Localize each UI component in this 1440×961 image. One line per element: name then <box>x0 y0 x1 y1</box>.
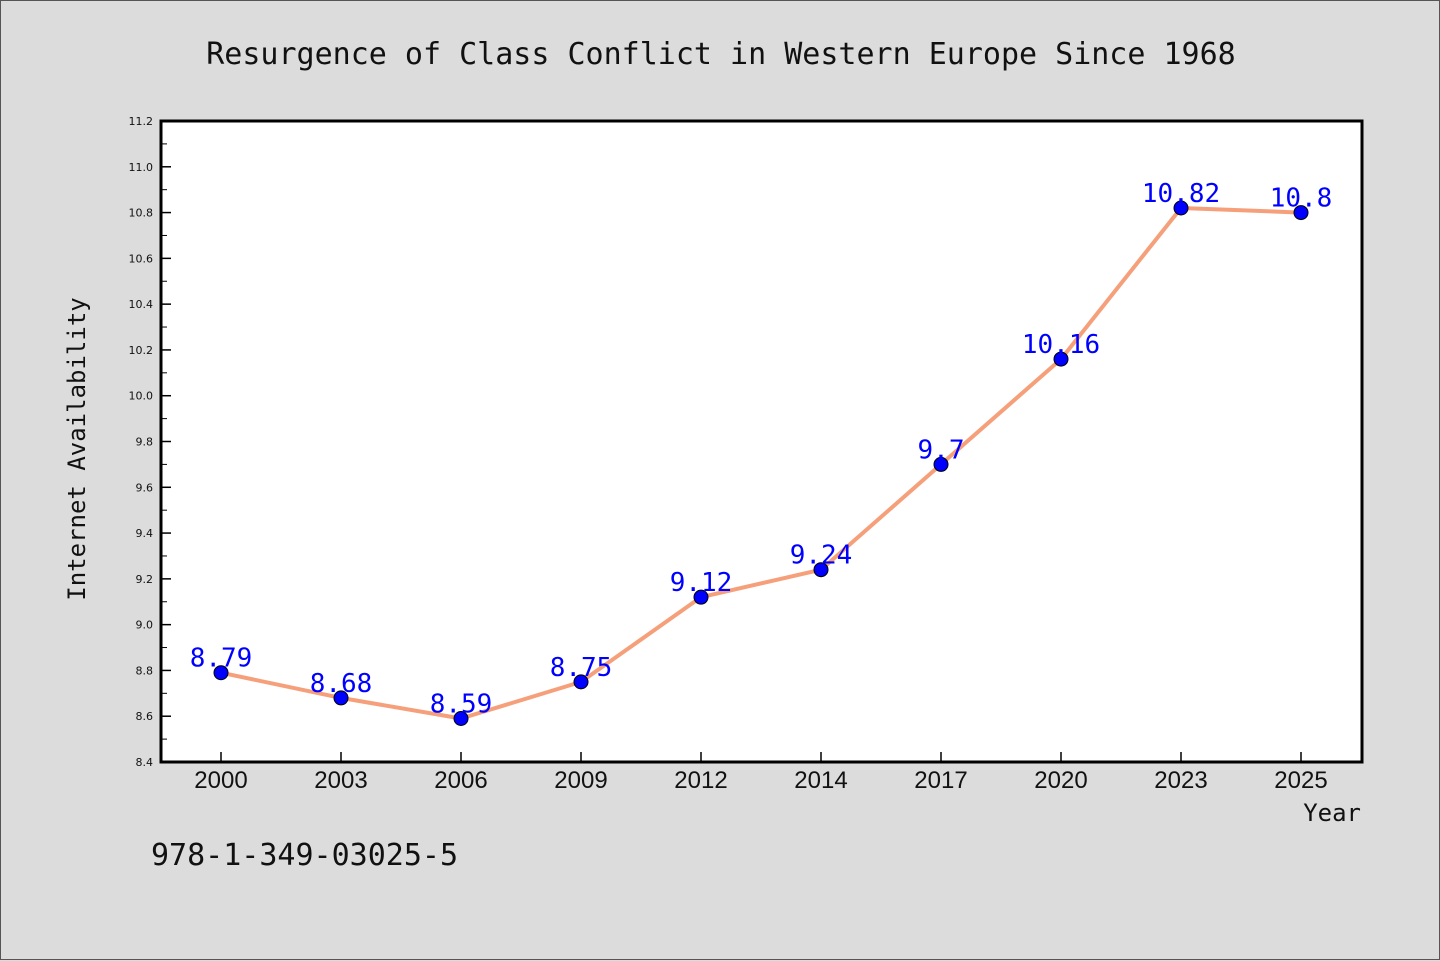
markers-group <box>213 200 1309 727</box>
data-point <box>693 589 709 605</box>
data-point <box>333 690 349 706</box>
data-label: 9.7 <box>918 435 965 465</box>
data-point <box>933 456 949 472</box>
plot-area <box>159 119 1364 764</box>
data-point <box>1053 351 1069 367</box>
x-tick-label: 2023 <box>1154 767 1207 794</box>
y-tick-label: 9.6 <box>136 481 154 494</box>
data-point <box>1173 200 1189 216</box>
y-axis-label: Internet Availability <box>63 297 91 600</box>
data-label: 9.12 <box>670 568 733 598</box>
y-tick-label: 11.2 <box>129 115 154 128</box>
data-label: 8.75 <box>550 653 613 683</box>
x-tick-label: 2003 <box>314 767 367 794</box>
y-tick-label: 8.4 <box>136 756 154 769</box>
chart-title: Resurgence of Class Conflict in Western … <box>206 37 1236 72</box>
y-tick-label: 10.8 <box>129 207 154 220</box>
x-tick-label: 2017 <box>914 767 967 794</box>
series-line-group <box>219 205 1303 721</box>
y-tick-label: 11.0 <box>129 161 154 174</box>
y-tick-label: 9.0 <box>136 619 154 632</box>
x-tick-label: 2009 <box>554 767 607 794</box>
x-axis-label: Year <box>1303 799 1361 827</box>
y-tick-label: 10.6 <box>129 252 154 265</box>
y-tick-label: 10.0 <box>129 390 154 403</box>
y-tick-label: 8.6 <box>136 710 154 723</box>
data-label: 8.68 <box>310 669 373 699</box>
data-label: 9.24 <box>790 541 853 571</box>
x-tick-label: 2006 <box>434 767 487 794</box>
data-label: 10.16 <box>1022 330 1100 360</box>
y-tick-label: 8.8 <box>136 664 154 677</box>
data-point <box>453 711 469 727</box>
x-tick-label: 2014 <box>794 767 847 794</box>
isbn-code: 978-1-349-03025-5 <box>151 838 458 873</box>
x-axis: 2000 2003 2006 2009 2012 2014 2017 2020 2023 2025 <box>194 752 1328 794</box>
y-tick-label: 10.4 <box>129 298 154 311</box>
x-tick-label: 2000 <box>194 767 247 794</box>
x-tick-label: 2020 <box>1034 767 1087 794</box>
data-point <box>1293 205 1309 221</box>
data-label: 8.59 <box>430 690 493 720</box>
data-label: 10.82 <box>1142 179 1220 209</box>
data-labels-group: 8.79 8.68 8.59 8.75 9.12 9.24 9.7 10.16 10.82 10.… <box>190 179 1333 720</box>
y-tick-label: 10.2 <box>129 344 154 357</box>
data-point <box>213 665 229 681</box>
data-point <box>573 674 589 690</box>
data-point <box>813 562 829 578</box>
data-label: 8.79 <box>190 644 253 674</box>
x-tick-label: 2012 <box>674 767 727 794</box>
y-axis: 8.4 8.6 8.8 9.0 9.2 9.4 9.6 9.8 10.0 10.2 10.4 10.6… <box>129 115 171 769</box>
x-tick-label: 2025 <box>1274 767 1327 794</box>
series-line <box>219 205 1303 721</box>
y-tick-label: 9.8 <box>136 436 154 449</box>
y-tick-label: 9.2 <box>136 573 154 586</box>
y-tick-label: 9.4 <box>136 527 154 540</box>
data-label: 10.8 <box>1270 184 1333 214</box>
